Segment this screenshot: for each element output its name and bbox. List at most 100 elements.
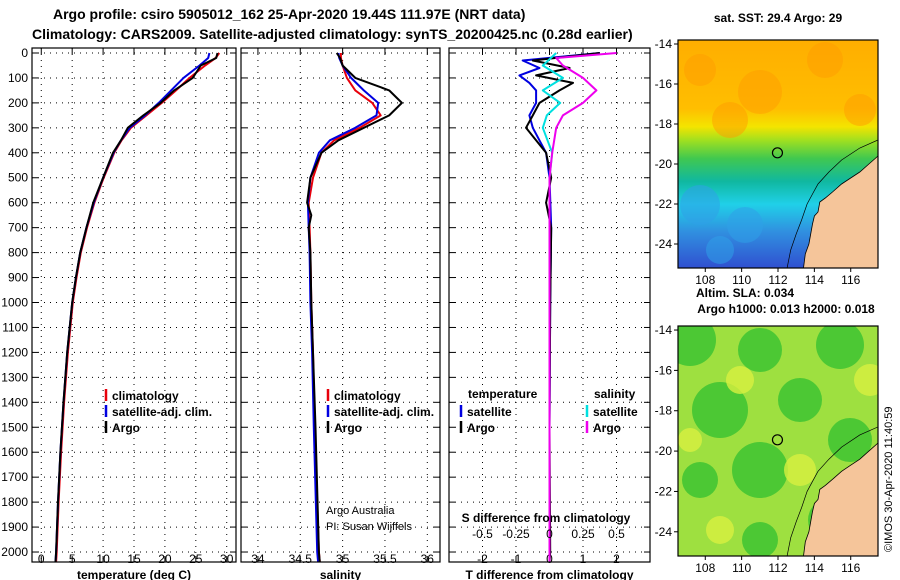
sst-warm-patch	[712, 102, 748, 138]
sst-warm-patch	[844, 94, 876, 126]
x-tick-label: 35.5	[373, 552, 397, 566]
panel-temperature: 0 5 10 15 20 25 30 temperature (deg C) climatolo…	[31, 47, 237, 580]
steric-low-patch	[732, 442, 788, 498]
land-australia	[803, 155, 878, 268]
series-blue-line	[518, 52, 600, 562]
series-black-line	[525, 52, 600, 563]
series-black-line	[54, 52, 219, 563]
map-axes-top: -14 -16 -18 -20 -22 -24 108 110 112 114 116	[655, 37, 879, 287]
legend-climatology-label: climatology	[112, 389, 179, 403]
legend-climatology-label: climatology	[334, 389, 401, 403]
bathymetry-contour	[786, 139, 878, 268]
steric-high-patch	[678, 428, 702, 452]
s-tick-label: 0.25	[571, 527, 595, 541]
depth-tick-label: 900	[8, 271, 28, 285]
x-axis-label: temperature (deg C)	[77, 568, 191, 580]
steric-low-patch	[816, 326, 864, 369]
x-tick-label: 35	[336, 552, 350, 566]
depth-tick-label: 1400	[1, 395, 28, 409]
legend-s-argo-label: Argo	[593, 421, 621, 435]
steric-low-patch	[742, 522, 778, 556]
series-magenta-line	[548, 52, 617, 562]
legend-t-satellite-label: satellite	[467, 405, 512, 419]
depth-tick-label: 100	[8, 71, 28, 85]
x-tick-label: 34.5	[289, 552, 313, 566]
x-tick-label: 25	[189, 552, 203, 566]
s-tick-label: -0.25	[502, 527, 530, 541]
depth-tick-label: 700	[8, 221, 28, 235]
legend-title-temperature: temperature	[468, 387, 538, 401]
steric-high-patch	[706, 516, 734, 544]
x-tick-label: 36	[421, 552, 435, 566]
panel-difference: -2 -1 0 1 2 T difference from climatology S di…	[448, 47, 651, 580]
altimetry-sla-label: Altim. SLA: 0.034	[696, 286, 794, 300]
steric-low-patch	[692, 382, 748, 438]
depth-tick-label: 600	[8, 196, 28, 210]
lat-tick-label: -24	[655, 237, 673, 251]
x-tick-label: 34	[251, 552, 265, 566]
imos-watermark: ©IMOS 30-Apr-2020 11:40:59	[883, 407, 895, 552]
lat-tick-label: -22	[655, 484, 673, 498]
figure-title-line1: Argo profile: csiro 5905012_162 25-Apr-2…	[53, 6, 526, 22]
sst-cool-patch	[727, 207, 763, 243]
steric-low-patch	[828, 418, 872, 462]
lon-tick-label: 114	[805, 561, 824, 575]
x-tick-label: 20	[158, 552, 172, 566]
depth-tick-label: 1500	[1, 420, 28, 434]
profile-location-marker	[771, 147, 784, 159]
s-tick-label: 0	[546, 527, 553, 541]
legend-satellite-adj-label: satellite-adj. clim.	[112, 405, 212, 419]
x-tick-label: -2	[477, 552, 488, 566]
depth-tick-label: 1700	[1, 470, 28, 484]
sst-map-title: sat. SST: 29.4 Argo: 29	[714, 11, 843, 25]
figure-title-line2: Climatology: CARS2009. Satellite-adjuste…	[32, 26, 633, 42]
steric-high-patch	[854, 364, 878, 396]
panel-frame	[240, 47, 441, 563]
legend-s-satellite-label: satellite	[593, 405, 638, 419]
steric-high-patch	[726, 366, 754, 394]
steric-low-patch	[738, 328, 782, 372]
depth-tick-label: 300	[8, 121, 28, 135]
x-tick-label: 10	[96, 552, 110, 566]
legend-satellite-adj-label: satellite-adj. clim.	[334, 405, 434, 419]
lat-tick-label: -18	[655, 404, 673, 418]
x-tick-label: 0	[38, 552, 45, 566]
x-axis-label: T difference from climatology	[465, 568, 633, 580]
credit-argo-australia: Argo Australia	[326, 505, 395, 517]
series-blue-line	[306, 52, 380, 563]
lon-tick-label: 112	[768, 273, 787, 287]
lat-tick-label: -16	[655, 363, 673, 377]
depth-tick-label: 200	[8, 96, 28, 110]
depth-tick-label: 800	[8, 246, 28, 260]
depth-tick-label: 1600	[1, 445, 28, 459]
legend-argo-label: Argo	[334, 421, 362, 435]
bathymetry-contour	[786, 426, 878, 556]
x-tick-label: -1	[511, 552, 522, 566]
lon-tick-label: 116	[841, 273, 860, 287]
sst-warm-patch	[807, 42, 843, 78]
series-black-line	[306, 52, 403, 563]
s-tick-label: 0.5	[608, 527, 625, 541]
sst-warm-patch	[684, 54, 716, 86]
lat-tick-label: -20	[655, 157, 673, 171]
lon-tick-label: 110	[732, 561, 751, 575]
depth-tick-label: 1000	[1, 296, 28, 310]
depth-tick-label: 1900	[1, 520, 28, 534]
series-blue-line	[54, 52, 211, 563]
series-cyan-line	[541, 52, 564, 562]
depth-tick-label: 1100	[2, 320, 28, 334]
steric-map	[678, 326, 878, 556]
land-australia	[803, 442, 878, 556]
sst-warm-patch	[738, 70, 782, 114]
lat-tick-label: -24	[655, 525, 673, 539]
s-tick-label: -0.5	[472, 527, 493, 541]
panel-salinity: 34 34.5 35 35.5 36 salinity climatology satelli…	[240, 47, 441, 580]
x-tick-label: 30	[220, 552, 234, 566]
map-axes-bot: -14 -16 -18 -20 -22 -24 108 110 112 114 116	[655, 323, 879, 575]
sst-map	[678, 40, 878, 268]
x-tick-label: 1	[580, 552, 587, 566]
depth-tick-label: 1800	[1, 495, 28, 509]
steric-high-patch	[784, 454, 816, 486]
x-axis-label: salinity	[320, 568, 362, 580]
